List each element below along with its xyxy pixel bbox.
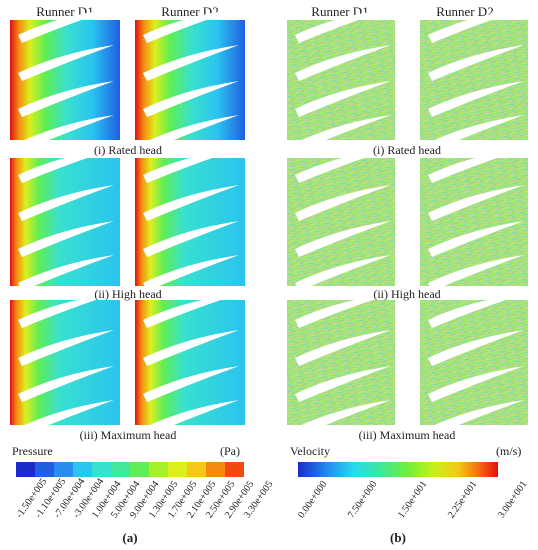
pressure-legend-unit: (Pa) (220, 444, 240, 458)
velocity-colorbar (298, 462, 498, 477)
velocity-panel-rated-d2 (420, 9, 528, 151)
velocity-ticks: 0.00e+000 7.50e+000 1.50e+001 2.25e+001 3.00… (296, 479, 529, 521)
caption-a-rated: (i) Rated head (94, 143, 162, 157)
pressure-panel-max-d1 (10, 294, 120, 436)
velocity-panel-high-d2 (420, 149, 528, 291)
contour-panels (10, 9, 528, 436)
pressure-panel-high-d1 (10, 149, 120, 291)
velocity-tick-label: 1.50e+001 (396, 479, 430, 521)
caption-b-high: (ii) High head (373, 287, 441, 301)
pressure-swatch (130, 462, 149, 477)
pressure-panel-rated-d2 (135, 9, 245, 151)
pressure-panel-max-d2 (135, 294, 245, 436)
velocity-tick-label: 3.00e+001 (496, 479, 530, 521)
velocity-tick-label: 7.50e+000 (346, 479, 380, 521)
velocity-panel-max-d2 (420, 294, 528, 436)
pressure-swatch (187, 462, 206, 477)
velocity-panel-max-d1 (287, 294, 395, 436)
pressure-swatch (54, 462, 73, 477)
caption-b-rated: (i) Rated head (373, 143, 441, 157)
velocity-tick-label: 0.00e+000 (296, 479, 330, 521)
pressure-ticks: -1.50e+005 -1.10e+005 -7.00e+004 -3.00e+004… (14, 476, 275, 520)
pressure-swatch (149, 462, 168, 477)
header-b-runner-d2: Runner D2 (436, 4, 494, 19)
caption-a-max: (iii) Maximum head (79, 428, 177, 442)
pressure-swatch (225, 462, 244, 477)
pressure-swatch (168, 462, 187, 477)
caption-b-max: (iii) Maximum head (358, 428, 456, 442)
pressure-swatch (16, 462, 35, 477)
pressure-swatch (206, 462, 225, 477)
pressure-legend-title: Pressure (12, 444, 53, 458)
velocity-panel-high-d1 (287, 149, 395, 291)
pressure-panel-high-d2 (135, 149, 245, 291)
pressure-swatch (92, 462, 111, 477)
pressure-swatch (73, 462, 92, 477)
pressure-swatch (35, 462, 54, 477)
subfigure-label-b: (b) (390, 530, 406, 545)
velocity-panel-rated-d1 (287, 9, 395, 151)
pressure-panel-rated-d1 (10, 9, 120, 151)
velocity-legend-unit: (m/s) (496, 444, 522, 458)
velocity-tick-label: 2.25e+001 (446, 479, 480, 521)
pressure-swatch (111, 462, 130, 477)
velocity-legend-title: Velocity (290, 444, 330, 458)
caption-a-high: (ii) High head (94, 287, 162, 301)
pressure-colorbar (16, 462, 244, 477)
subfigure-label-a: (a) (122, 530, 138, 545)
